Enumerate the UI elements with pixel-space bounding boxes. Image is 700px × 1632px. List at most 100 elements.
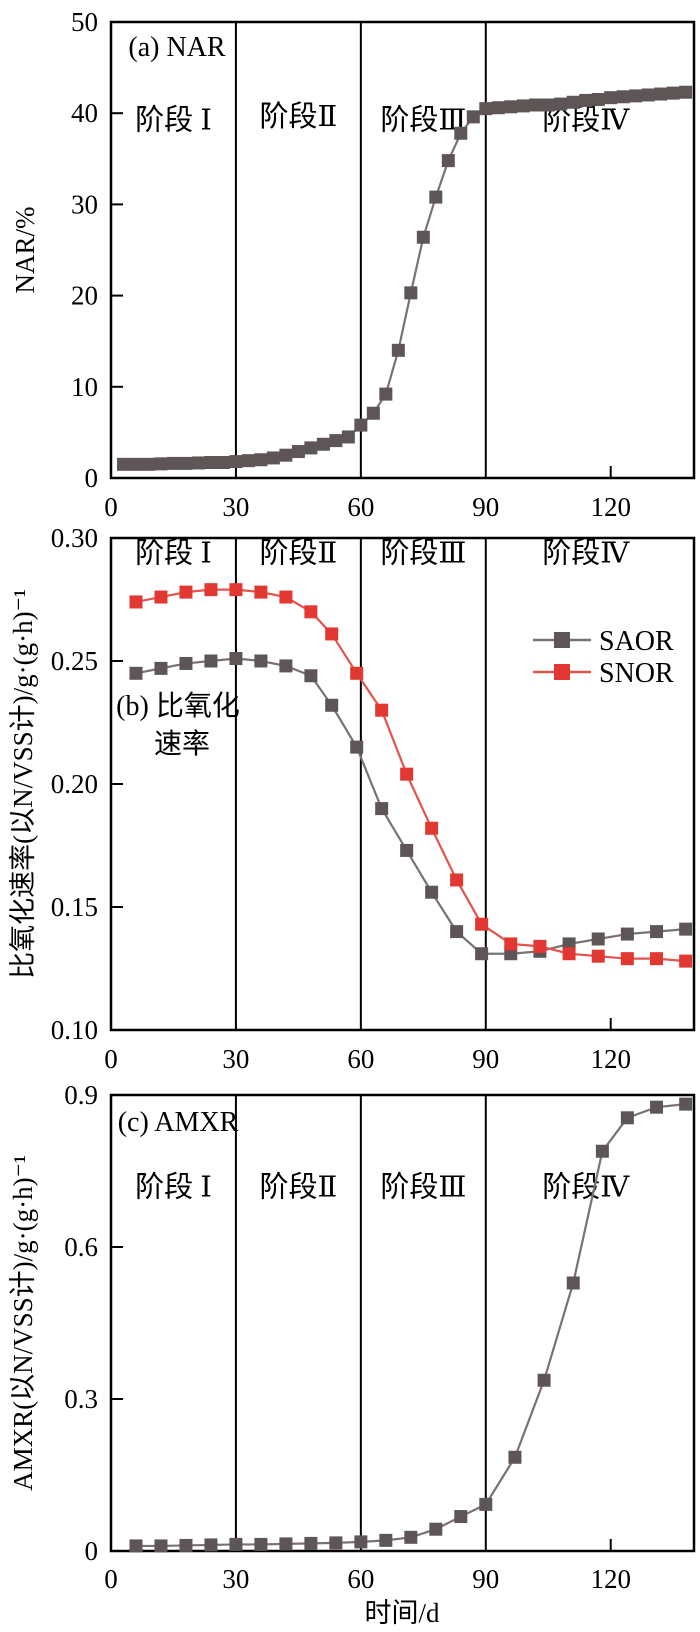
data-point-snor [475,917,489,931]
y-tick-label: 0.9 [64,1080,98,1110]
data-point-nar [466,110,480,124]
data-point-nar [391,343,405,357]
x-tick-label: 60 [347,1044,374,1074]
panel-b-title-line2: 速率 [154,728,210,760]
data-point-amxr [304,1536,318,1550]
series-line-amxr [135,1103,686,1548]
data-point-snor [204,583,218,597]
y-tick-label: 10 [71,372,98,402]
data-point-nar [191,456,205,470]
data-point-amxr [650,1100,664,1114]
data-point-snor [229,583,243,597]
data-point-nar [116,457,130,471]
series-line-saor [135,657,686,955]
data-point-snor [679,954,693,968]
panel-c-y-axis-title: AMXR(以N/VSS计)/g·(g·h)⁻¹ [8,1155,38,1491]
data-point-snor [350,666,364,680]
data-point-amxr [179,1538,193,1552]
legend-marker-snor [554,664,570,680]
stage-label: 阶段 Ⅰ [135,104,212,137]
data-point-snor [254,585,268,599]
data-point-amxr [229,1537,243,1551]
data-point-nar [304,441,318,455]
data-point-saor [562,937,576,951]
data-point-saor [400,843,414,857]
data-point-saor [229,652,243,666]
y-tick-label: 0 [85,1536,99,1566]
x-tick-label: 120 [590,1044,631,1074]
data-point-nar [491,101,505,115]
panel-b: 0.10 0.15 0.20 0.25 0.30 0 30 60 90 120 阶段 Ⅰ 阶段Ⅱ 阶段Ⅲ… [51,523,696,1074]
data-point-snor [304,605,318,619]
data-point-nar [591,93,605,107]
data-point-amxr [595,1144,609,1158]
data-point-saor [620,927,634,941]
data-point-amxr [679,1097,693,1111]
plot-border [109,1093,696,1553]
data-point-amxr [129,1539,143,1553]
data-point-nar [516,99,530,113]
stage-label: 阶段Ⅱ [260,1170,338,1203]
data-point-nar [429,190,443,204]
data-point-amxr [329,1536,343,1550]
data-point-nar [254,453,268,467]
y-tick-label: 0.6 [64,1232,98,1262]
legend-marker-saor [554,632,570,648]
data-point-amxr [620,1111,634,1125]
stage-label: 阶段Ⅱ [260,537,338,570]
series-line-snor [135,588,686,963]
data-point-nar [654,87,668,101]
data-point-nar [204,455,218,469]
data-point-nar [141,457,155,471]
legend-label-snor: SNOR [599,658,674,689]
data-point-snor [650,952,664,966]
x-tick-label: 90 [472,1564,499,1594]
stage-label: 阶段 Ⅰ [135,1170,212,1203]
data-point-saor [279,659,293,673]
stage-label: 阶段Ⅳ [542,1170,630,1203]
data-point-nar [641,88,655,102]
data-point-saor [650,925,664,939]
data-point-nar [266,451,280,465]
y-tick-label: 0 [85,463,99,493]
data-point-saor [591,932,605,946]
data-point-saor [325,698,339,712]
data-point-nar [379,387,393,401]
x-tick-label: 120 [590,492,631,522]
data-point-saor [450,925,464,939]
data-point-snor [620,952,634,966]
data-point-amxr [379,1533,393,1547]
data-point-nar [566,95,580,109]
y-tick-label: 0.25 [51,646,98,676]
data-point-saor [154,661,168,675]
data-point-nar [341,430,355,444]
data-point-snor [279,590,293,604]
data-point-saor [304,669,318,683]
data-point-nar [454,126,468,140]
data-point-nar [554,97,568,111]
y-tick-label: 0.20 [51,769,98,799]
stage-label: 阶段Ⅱ [260,100,338,133]
data-point-saor [204,654,218,668]
data-point-saor [679,922,693,936]
data-point-amxr [154,1539,168,1553]
data-point-nar [441,154,455,168]
stage-label: 阶段 Ⅰ [135,537,212,570]
stage-label: 阶段Ⅲ [380,104,466,137]
data-point-snor [129,595,143,609]
data-point-nar [354,418,368,432]
stage-label: 阶段Ⅲ [380,1170,466,1203]
data-point-nar [579,93,593,107]
data-point-saor [254,654,268,668]
data-point-snor [504,937,518,951]
x-axis-title: 时间/d [364,1598,440,1628]
data-point-snor [179,585,193,599]
x-tick-label: 0 [104,1564,118,1594]
x-tick-label: 60 [347,492,374,522]
data-point-nar [404,286,418,300]
data-point-nar [541,98,555,112]
x-tick-label: 30 [222,1564,249,1594]
data-point-amxr [537,1373,551,1387]
